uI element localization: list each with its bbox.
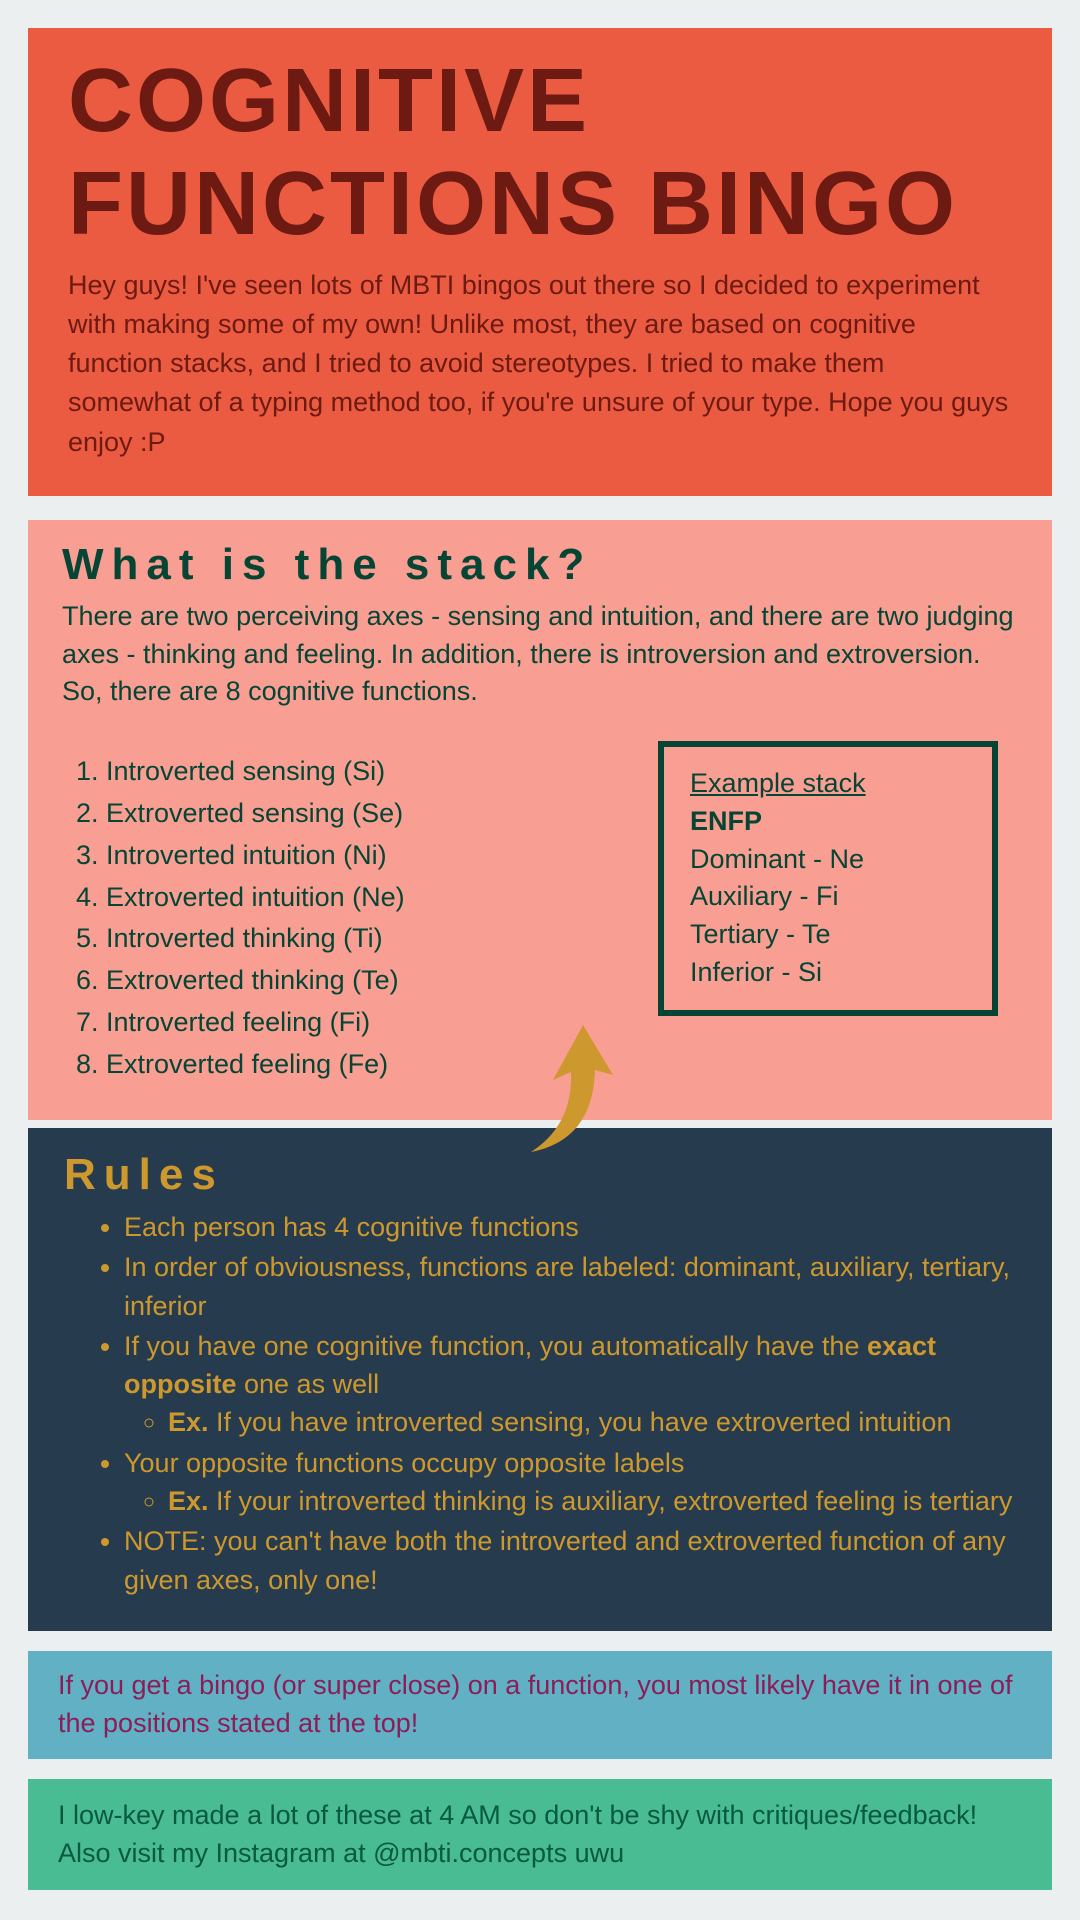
list-item: Extroverted intuition (Ne) [106,877,628,919]
example-dominant: Dominant - Ne [690,844,864,874]
list-item: Extroverted thinking (Te) [106,960,628,1002]
stack-heading: What is the stack? [62,540,1018,590]
rules-panel: Rules Each person has 4 cognitive functi… [28,1128,1052,1631]
list-item: Each person has 4 cognitive functions [124,1208,1016,1246]
header-panel: COGNITIVE FUNCTIONS BINGO Hey guys! I've… [28,28,1052,496]
example-stack-box: Example stack ENFP Dominant - Ne Auxilia… [658,741,998,1016]
tip-panel: If you get a bingo (or super close) on a… [28,1651,1052,1759]
function-list: Introverted sensing (Si) Extroverted sen… [62,751,628,1086]
example-tertiary: Tertiary - Te [690,919,831,949]
list-item: Your opposite functions occupy opposite … [124,1444,1016,1521]
stack-description: There are two perceiving axes - sensing … [62,598,1018,711]
example-type: ENFP [690,806,762,836]
stack-content-row: Introverted sensing (Si) Extroverted sen… [62,751,1018,1086]
list-item: Extroverted feeling (Fe) [106,1044,628,1086]
list-item: Introverted sensing (Si) [106,751,628,793]
list-item: Introverted thinking (Ti) [106,918,628,960]
list-item: Introverted intuition (Ni) [106,835,628,877]
stack-panel: What is the stack? There are two perceiv… [28,520,1052,1120]
list-item: NOTE: you can't have both the introverte… [124,1522,1016,1599]
example-inferior: Inferior - Si [690,957,822,987]
list-item: In order of obviousness, functions are l… [124,1248,1016,1325]
intro-text: Hey guys! I've seen lots of MBTI bingos … [68,266,1012,462]
rules-text: Each person has 4 cognitive functions In… [64,1208,1016,1599]
footer-panel: I low-key made a lot of these at 4 AM so… [28,1779,1052,1891]
list-item: Extroverted sensing (Se) [106,793,628,835]
rules-heading: Rules [64,1150,1016,1200]
example-auxiliary: Auxiliary - Fi [690,881,839,911]
list-item: If you have one cognitive function, you … [124,1327,1016,1442]
list-item: Ex. If your introverted thinking is auxi… [168,1482,1016,1520]
list-item: Ex. If you have introverted sensing, you… [168,1403,1016,1441]
page-title: COGNITIVE FUNCTIONS BINGO [68,50,1012,256]
list-item: Introverted feeling (Fi) [106,1002,628,1044]
example-title: Example stack [690,765,966,803]
